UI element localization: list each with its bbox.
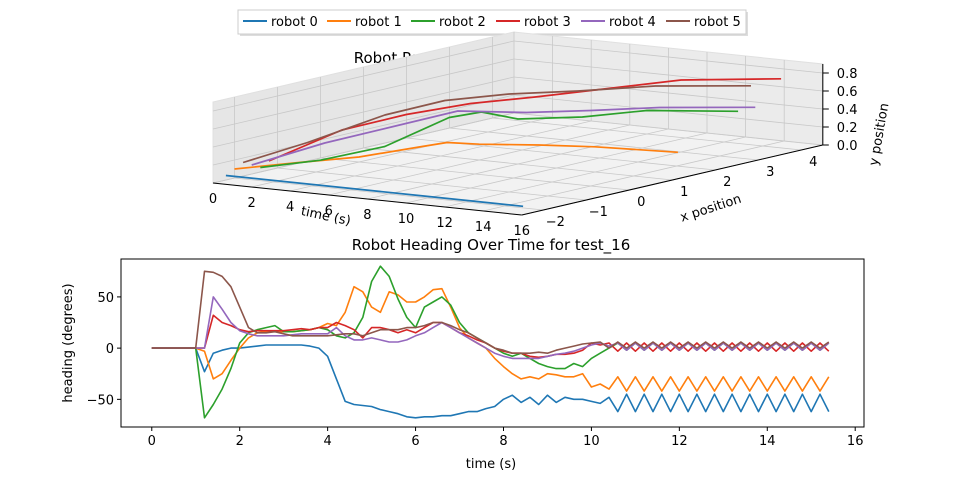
3d-z-tick-label: 0.4 [837,103,858,118]
heading-line-robot-5 [151,270,830,355]
3d-z-tick-label: 0.0 [837,139,858,154]
x-tick-label: 12 [671,434,688,449]
legend-box [237,9,747,35]
3d-time-tick-label: 14 [475,220,492,235]
3d-time-tick-label: 8 [363,208,371,223]
grid-line [320,157,630,191]
heading-x-ticks: 0 2 4 6 8 10 12 14 16 [148,427,864,449]
3d-time-tick-label: 0 [209,192,217,207]
3d-time-tick-label: 4 [286,200,294,215]
legend-label: robot 1 [355,15,402,30]
3d-z-tick-label: 0.8 [837,67,858,82]
3d-time-tick-label: 12 [436,216,453,231]
position-line-robot-3 [268,77,782,162]
x-tick-label: 0 [148,434,156,449]
x-tick-label: 16 [847,434,864,449]
grid-line [449,127,759,161]
3d-xpos-tick-label: 0 [637,195,645,210]
heading-y-axis-label: heading (degrees) [61,283,76,402]
position-line-robot-5 [242,84,752,164]
legend-label: robot 5 [694,15,741,30]
y-tick-label: 0 [106,342,114,357]
grid-line [277,167,587,201]
position-line-robot-0 [225,174,524,208]
legend-label: robot 0 [271,15,318,30]
axis-line [521,144,823,216]
heading-series [151,265,830,419]
x-tick-label: 2 [236,434,244,449]
3d-time-tick-label: 2 [247,196,255,211]
axis-line [212,182,522,216]
x-tick-label: 6 [411,434,419,449]
position-3d-plot: Robot Position Over Time for test_16 024… [209,31,893,239]
x-tick-label: 14 [759,434,776,449]
heading-x-axis-label: time (s) [466,457,516,472]
x-tick-label: 4 [323,434,331,449]
position-line-robot-4 [251,106,756,166]
grid-line [492,117,802,151]
heading-line-robot-1 [151,285,830,392]
heading-line-robot-0 [151,344,830,419]
3d-xpos-tick-label: 4 [809,155,817,170]
3d-xpos-tick-label: 3 [766,165,774,180]
grid-line [363,147,673,181]
3d-time-tick-label: 16 [514,224,531,239]
legend-item: robot 2 [411,15,486,30]
x-tick-label: 8 [499,434,507,449]
3d-xpos-tick-label: 1 [680,185,688,200]
3d-z-tick-label: 0.6 [837,85,858,100]
legend-label: robot 2 [439,15,486,30]
grid-line [212,58,515,130]
grid-line [513,58,823,92]
legend-item: robot 0 [243,15,318,30]
3d-xpos-tick-label: −2 [546,215,565,230]
3d-time-tick-label: 10 [398,212,415,227]
legend-item: robot 3 [496,15,571,30]
heading-2d-plot: Robot Heading Over Time for test_16 0 2 4 6… [61,236,865,472]
legend: robot 0 robot 1 robot 2 robot 3 robot 4 robot… [237,9,748,36]
grid-line [212,94,515,166]
grid-line [513,40,823,74]
grid-line [513,76,823,110]
y-tick-label: 50 [97,291,114,306]
grid-line [212,112,515,184]
3d-xpos-tick-label: −1 [589,205,608,220]
3d-y-position-axis-label: y position [867,102,893,167]
3d-time-tick-label: 6 [325,204,333,219]
heading-chart-title: Robot Heading Over Time for test_16 [352,236,631,255]
y-tick-label: −50 [87,393,114,408]
grid-line [212,40,515,112]
x-tick-label: 10 [583,434,600,449]
legend-item: robot 5 [666,15,741,30]
heading-line-robot-4 [151,296,830,360]
legend-label: robot 3 [524,15,571,30]
legend-item: robot 4 [581,15,656,30]
3d-xpos-tick-label: 2 [723,175,731,190]
legend-label: robot 4 [609,15,656,30]
3d-series [225,77,782,208]
grid-line [234,177,544,211]
heading-line-robot-2 [151,265,830,419]
heading-plot-frame [120,258,865,428]
legend-item: robot 1 [327,15,402,30]
3d-z-tick-label: 0.2 [837,121,858,136]
grid-line [212,76,515,148]
heading-y-ticks: −50 0 50 [87,291,121,408]
